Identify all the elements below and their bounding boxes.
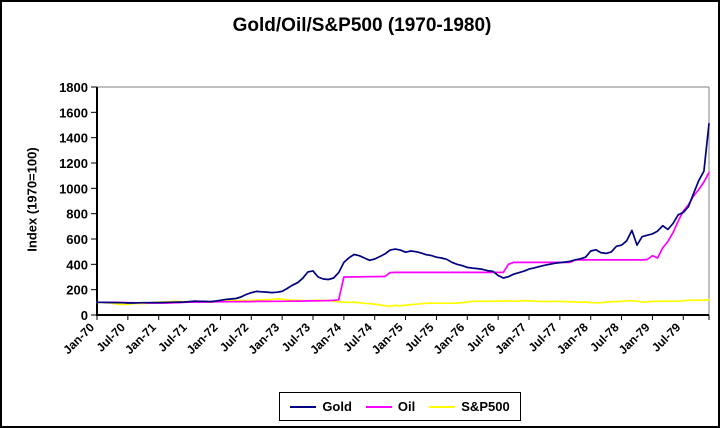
- legend-line-swatch-icon: [429, 405, 456, 408]
- y-tick-label: 600: [66, 232, 88, 247]
- y-tick-label: 800: [66, 207, 88, 222]
- chart-title: Gold/Oil/S&P500 (1970-1980): [232, 15, 492, 36]
- x-tick-label: Jul-79: [649, 320, 684, 355]
- legend: Gold Oil S&P500: [279, 392, 521, 421]
- x-tick-label: Jan-76: [431, 320, 468, 357]
- y-tick-label: 400: [66, 257, 88, 272]
- y-tick-label: 1000: [59, 181, 88, 196]
- legend-item-sp500: S&P500: [429, 399, 510, 414]
- x-tick-label: Jan-77: [492, 320, 529, 357]
- y-tick-label: 1400: [59, 131, 88, 146]
- x-tick-label: Jan-75: [369, 320, 406, 357]
- legend-line-swatch-icon: [290, 405, 317, 408]
- x-tick-label: Jan-79: [616, 320, 653, 357]
- y-tick-label: 1200: [59, 156, 88, 171]
- legend-label-gold: Gold: [322, 399, 352, 414]
- x-tick-label: Jan-71: [122, 320, 159, 357]
- series-line-oil: [96, 171, 710, 304]
- x-tick-label: Jan-73: [245, 320, 282, 357]
- legend-line-swatch-icon: [365, 405, 392, 408]
- x-tick-label: Jan-70: [60, 320, 97, 357]
- y-tick-label: 1600: [59, 105, 88, 120]
- y-tick-label: 0: [81, 308, 88, 323]
- x-tick-label: Jan-78: [554, 320, 591, 357]
- legend-item-gold: Gold: [290, 399, 352, 414]
- legend-label-oil: Oil: [397, 399, 416, 414]
- y-tick-label: 200: [66, 283, 88, 298]
- series-line-gold: [96, 122, 710, 304]
- x-tick-label: Jan-72: [184, 320, 221, 357]
- legend-item-oil: Oil: [365, 399, 416, 414]
- legend-label-sp500: S&P500: [461, 399, 510, 414]
- y-tick-label: 1800: [59, 80, 88, 95]
- x-tick-label: Jan-74: [307, 320, 344, 357]
